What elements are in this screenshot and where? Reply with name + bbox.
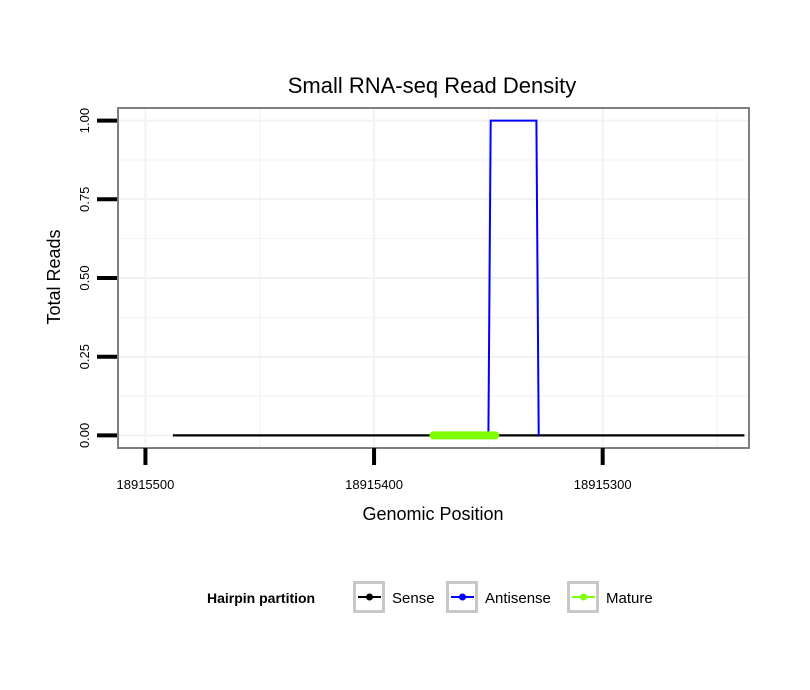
legend-item-sense: Sense	[353, 581, 435, 613]
series-line-antisense	[487, 119, 540, 436]
x-axis-title: Genomic Position	[362, 504, 503, 524]
chart-title: Small RNA-seq Read Density	[288, 73, 577, 98]
plot-panel	[117, 107, 750, 449]
legend-label: Mature	[606, 590, 653, 607]
legend-key-point	[459, 593, 466, 601]
y-tick-label: 1.00	[77, 108, 92, 133]
legend-label: Antisense	[485, 590, 551, 607]
y-tick-label: 0.00	[77, 423, 92, 448]
legend-title: Hairpin partition	[207, 590, 315, 606]
legend: Sense Antisense Mature	[353, 581, 653, 613]
y-tick-label: 0.50	[77, 265, 92, 290]
legend-item-antisense: Antisense	[446, 581, 551, 613]
legend-key-point	[366, 593, 373, 601]
x-tick-label: 18915500	[117, 477, 175, 492]
x-tick-label: 18915300	[574, 477, 632, 492]
grid-lines	[118, 108, 749, 448]
y-tick-label: 0.75	[77, 187, 92, 212]
legend-label: Sense	[392, 590, 435, 607]
legend-item-mature: Mature	[567, 581, 653, 613]
legend-key-point	[580, 593, 587, 601]
y-axis-ticks: 0.00 0.25 0.50 0.75 1.00	[77, 108, 117, 448]
data-series	[172, 119, 745, 440]
x-tick-label: 18915400	[345, 477, 403, 492]
x-axis-ticks: 18915500 18915400 18915300	[117, 448, 632, 492]
y-tick-label: 0.25	[77, 344, 92, 369]
y-axis-title: Total Reads	[44, 229, 64, 324]
